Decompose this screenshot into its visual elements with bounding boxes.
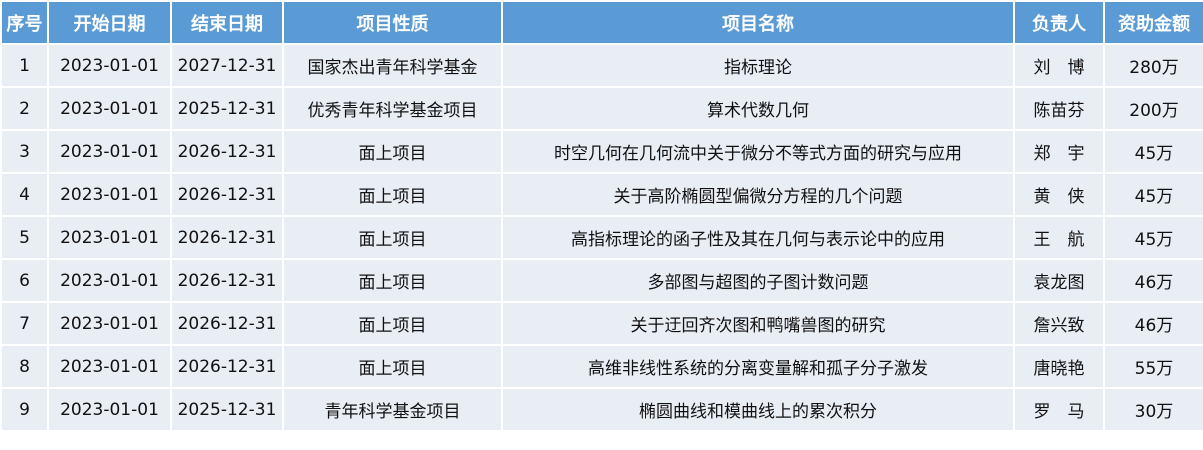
cell-leader: 唐晓艳	[1013, 344, 1105, 389]
cell-project-type: 面上项目	[282, 258, 503, 303]
cell-project-name: 指标理论	[501, 43, 1015, 88]
cell-project-type: 面上项目	[282, 129, 503, 174]
cell-funding: 55万	[1103, 344, 1203, 389]
cell-project-type: 面上项目	[282, 172, 503, 217]
cell-end-date: 2026-12-31	[170, 215, 284, 260]
cell-project-type: 国家杰出青年科学基金	[282, 43, 503, 88]
table-row: 6 2023-01-01 2026-12-31 面上项目 多部图与超图的子图计数问题 袁龙…	[0, 258, 1203, 303]
cell-funding: 46万	[1103, 301, 1203, 346]
cell-start-date: 2023-01-01	[47, 129, 172, 174]
grant-table: 序号 开始日期 结束日期 项目性质 项目名称 负责人 资助金额 1 2023-01…	[0, 0, 1203, 432]
header-project-name: 项目名称	[501, 0, 1015, 45]
cell-start-date: 2023-01-01	[47, 172, 172, 217]
cell-project-name: 高维非线性系统的分离变量解和孤子分子激发	[501, 344, 1015, 389]
cell-project-name: 关于迂回齐次图和鸭嘴兽图的研究	[501, 301, 1015, 346]
table-row: 8 2023-01-01 2026-12-31 面上项目 高维非线性系统的分离变量解和孤…	[0, 344, 1203, 389]
cell-start-date: 2023-01-01	[47, 43, 172, 88]
cell-funding: 46万	[1103, 258, 1203, 303]
cell-project-name: 椭圆曲线和模曲线上的累次积分	[501, 387, 1015, 432]
table-row: 3 2023-01-01 2026-12-31 面上项目 时空几何在几何流中关于微分不等…	[0, 129, 1203, 174]
cell-leader: 陈苗芬	[1013, 86, 1105, 131]
cell-end-date: 2026-12-31	[170, 344, 284, 389]
cell-index: 8	[0, 344, 49, 389]
cell-project-type: 面上项目	[282, 215, 503, 260]
cell-start-date: 2023-01-01	[47, 344, 172, 389]
header-row: 序号 开始日期 结束日期 项目性质 项目名称 负责人 资助金额	[0, 0, 1203, 45]
header-index: 序号	[0, 0, 49, 45]
cell-leader: 黄 侠	[1013, 172, 1105, 217]
header-project-type: 项目性质	[282, 0, 503, 45]
cell-project-type: 青年科学基金项目	[282, 387, 503, 432]
cell-leader: 詹兴致	[1013, 301, 1105, 346]
cell-funding: 45万	[1103, 172, 1203, 217]
cell-end-date: 2027-12-31	[170, 43, 284, 88]
cell-project-name: 多部图与超图的子图计数问题	[501, 258, 1015, 303]
cell-leader: 郑 宇	[1013, 129, 1105, 174]
cell-leader: 罗 马	[1013, 387, 1105, 432]
cell-project-type: 面上项目	[282, 344, 503, 389]
cell-project-name: 高指标理论的函子性及其在几何与表示论中的应用	[501, 215, 1015, 260]
table-row: 9 2023-01-01 2025-12-31 青年科学基金项目 椭圆曲线和模曲线上的累…	[0, 387, 1203, 432]
cell-funding: 280万	[1103, 43, 1203, 88]
cell-funding: 200万	[1103, 86, 1203, 131]
cell-end-date: 2026-12-31	[170, 301, 284, 346]
cell-end-date: 2025-12-31	[170, 387, 284, 432]
cell-start-date: 2023-01-01	[47, 86, 172, 131]
cell-funding: 45万	[1103, 215, 1203, 260]
cell-index: 9	[0, 387, 49, 432]
cell-index: 5	[0, 215, 49, 260]
cell-project-name: 时空几何在几何流中关于微分不等式方面的研究与应用	[501, 129, 1015, 174]
table-row: 2 2023-01-01 2025-12-31 优秀青年科学基金项目 算术代数几何 陈苗芬…	[0, 86, 1203, 131]
cell-leader: 刘 博	[1013, 43, 1105, 88]
table-row: 7 2023-01-01 2026-12-31 面上项目 关于迂回齐次图和鸭嘴兽图的研究…	[0, 301, 1203, 346]
cell-end-date: 2026-12-31	[170, 172, 284, 217]
cell-end-date: 2025-12-31	[170, 86, 284, 131]
header-leader: 负责人	[1013, 0, 1105, 45]
cell-funding: 30万	[1103, 387, 1203, 432]
cell-project-type: 优秀青年科学基金项目	[282, 86, 503, 131]
cell-end-date: 2026-12-31	[170, 258, 284, 303]
cell-index: 1	[0, 43, 49, 88]
cell-leader: 王 航	[1013, 215, 1105, 260]
cell-project-type: 面上项目	[282, 301, 503, 346]
header-start-date: 开始日期	[47, 0, 172, 45]
table-row: 5 2023-01-01 2026-12-31 面上项目 高指标理论的函子性及其在几何与…	[0, 215, 1203, 260]
table-row: 1 2023-01-01 2027-12-31 国家杰出青年科学基金 指标理论刘 博 28…	[0, 43, 1203, 88]
cell-project-name: 算术代数几何	[501, 86, 1015, 131]
cell-start-date: 2023-01-01	[47, 301, 172, 346]
cell-index: 3	[0, 129, 49, 174]
cell-index: 4	[0, 172, 49, 217]
table-row: 4 2023-01-01 2026-12-31 面上项目 关于高阶椭圆型偏微分方程的几个…	[0, 172, 1203, 217]
cell-index: 6	[0, 258, 49, 303]
cell-leader: 袁龙图	[1013, 258, 1105, 303]
cell-project-name: 关于高阶椭圆型偏微分方程的几个问题	[501, 172, 1015, 217]
cell-end-date: 2026-12-31	[170, 129, 284, 174]
header-funding: 资助金额	[1103, 0, 1203, 45]
header-end-date: 结束日期	[170, 0, 284, 45]
cell-index: 2	[0, 86, 49, 131]
cell-start-date: 2023-01-01	[47, 215, 172, 260]
cell-start-date: 2023-01-01	[47, 387, 172, 432]
cell-funding: 45万	[1103, 129, 1203, 174]
cell-index: 7	[0, 301, 49, 346]
cell-start-date: 2023-01-01	[47, 258, 172, 303]
